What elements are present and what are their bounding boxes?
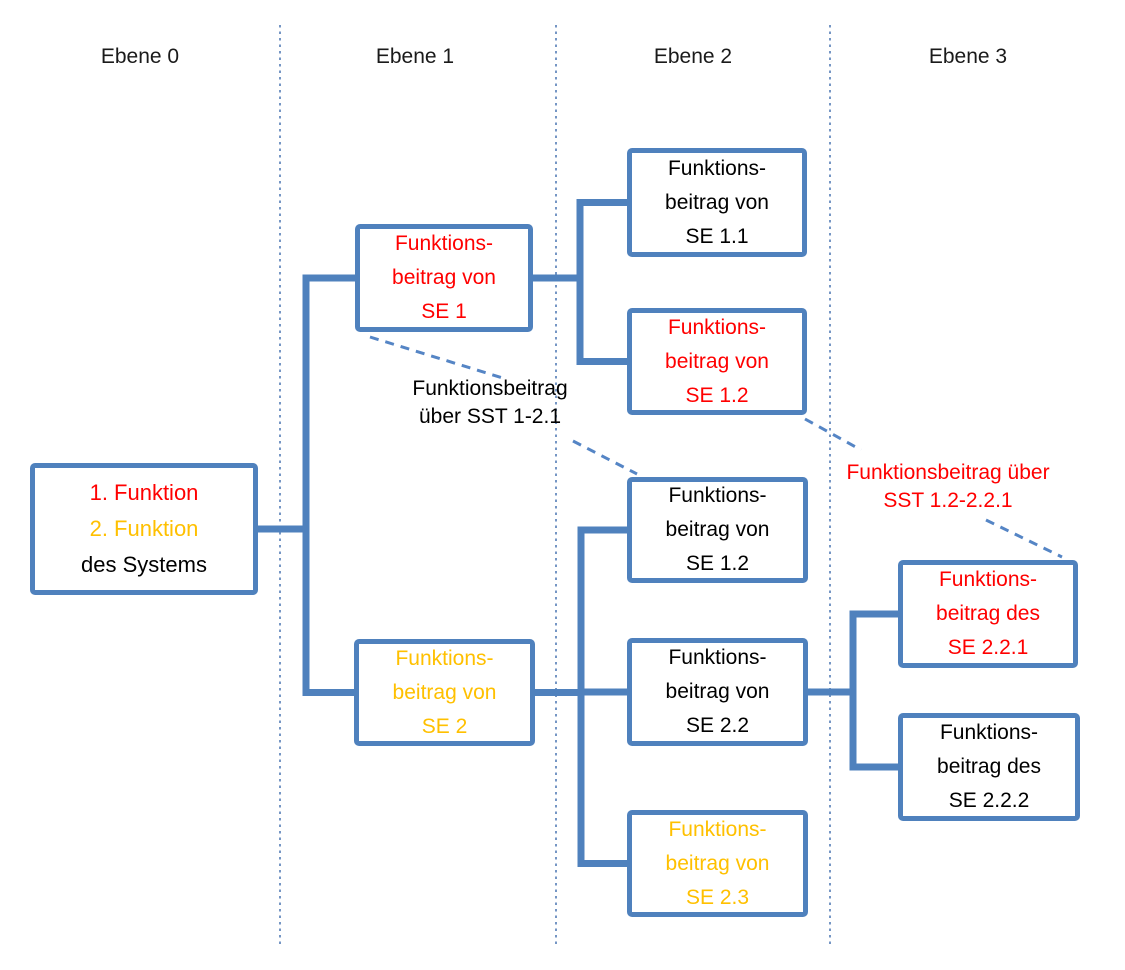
column-header-ebene-1: Ebene 1 bbox=[375, 45, 455, 68]
node-line: beitrag von bbox=[665, 680, 770, 703]
node-line: beitrag von bbox=[392, 266, 496, 289]
interface-label-sst-1-2-2-2-1: Funktionsbeitrag über SST 1.2-2.2.1 bbox=[846, 459, 1049, 515]
column-header-ebene-3: Ebene 3 bbox=[928, 45, 1008, 68]
column-header-ebene-2: Ebene 2 bbox=[653, 45, 733, 68]
node-se-1: Funktions- beitrag von SE 1 bbox=[355, 224, 533, 332]
node-se-2: Funktions- beitrag von SE 2 bbox=[354, 639, 535, 746]
node-line: SE 2.2.1 bbox=[947, 636, 1029, 659]
node-line: beitrag von bbox=[665, 349, 769, 373]
node-line: SE 1.2 bbox=[685, 552, 750, 575]
column-header-ebene-0: Ebene 0 bbox=[100, 45, 180, 68]
node-line: beitrag von bbox=[665, 190, 769, 214]
node-line: SE 2 bbox=[421, 714, 468, 738]
node-se-1-2-lower: Funktions- beitrag von SE 1.2 bbox=[627, 477, 808, 583]
node-system-functions: 1. Funktion 2. Funktion des Systems bbox=[30, 463, 258, 595]
node-line: SE 1.2 bbox=[685, 383, 749, 407]
node-se-1-2-upper: Funktions- beitrag von SE 1.2 bbox=[627, 308, 807, 415]
node-se-2-2-2: Funktions- beitrag des SE 2.2.2 bbox=[898, 713, 1080, 821]
node-line: beitrag von bbox=[392, 680, 497, 704]
node-line: SE 2.2.2 bbox=[948, 789, 1030, 812]
node-line: SE 1.1 bbox=[685, 224, 749, 248]
interface-label-line: Funktionsbeitrag über bbox=[846, 461, 1050, 484]
interface-dashed-line bbox=[572, 439, 638, 476]
node-line: 1. Funktion bbox=[89, 480, 199, 505]
node-line: Funktions- bbox=[668, 646, 767, 669]
node-se-2-2-1: Funktions- beitrag des SE 2.2.1 bbox=[898, 560, 1078, 668]
node-se-2-3: Funktions- beitrag von SE 2.3 bbox=[627, 810, 808, 917]
node-line: Funktions- bbox=[668, 817, 767, 841]
interface-dashed-line bbox=[369, 335, 507, 381]
node-line: des Systems bbox=[81, 552, 207, 577]
node-line: 2. Funktion bbox=[89, 516, 199, 541]
interface-label-line: über SST 1-2.1 bbox=[418, 405, 562, 428]
node-line: Funktions- bbox=[938, 568, 1038, 591]
node-line: Funktions- bbox=[939, 721, 1039, 744]
node-line: beitrag von bbox=[665, 851, 770, 875]
interface-dashed-line bbox=[804, 417, 862, 452]
node-line: SE 2.2 bbox=[685, 714, 750, 737]
node-line: beitrag von bbox=[665, 518, 770, 541]
node-line: beitrag des bbox=[937, 755, 1041, 778]
node-se-1-1: Funktions- beitrag von SE 1.1 bbox=[627, 148, 807, 257]
node-line: Funktions- bbox=[668, 484, 767, 507]
node-line: Funktions- bbox=[667, 315, 767, 339]
node-line: Funktions- bbox=[395, 646, 494, 670]
node-line: Funktions- bbox=[667, 156, 767, 180]
interface-dashed-line bbox=[985, 518, 1063, 559]
node-line: SE 1 bbox=[421, 300, 467, 323]
node-se-2-2: Funktions- beitrag von SE 2.2 bbox=[627, 638, 808, 746]
node-line: SE 2.3 bbox=[685, 885, 750, 909]
node-line: Funktions- bbox=[394, 232, 494, 255]
interface-label-line: Funktionsbeitrag bbox=[412, 377, 568, 400]
interface-label-line: SST 1.2-2.2.1 bbox=[883, 489, 1013, 512]
node-line: beitrag des bbox=[936, 602, 1040, 625]
interface-label-sst-1-2-1: Funktionsbeitrag über SST 1-2.1 bbox=[412, 375, 567, 431]
